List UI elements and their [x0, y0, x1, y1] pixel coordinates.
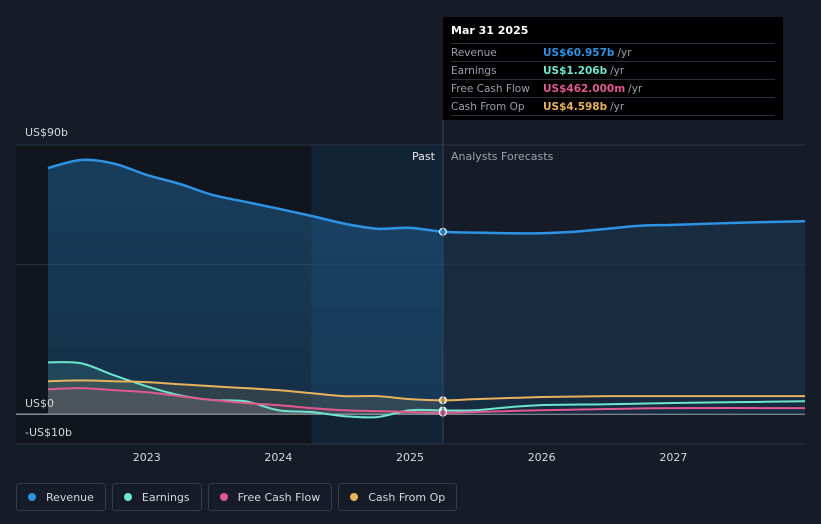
legend-label: Earnings	[141, 490, 190, 504]
area-cash-from-op	[48, 380, 443, 415]
area-revenue	[48, 159, 443, 415]
x-tick-label: 2027	[659, 451, 687, 464]
legend-item-cash-from-op[interactable]: Cash From Op	[338, 483, 458, 511]
tooltip-unit: /yr	[610, 100, 625, 113]
legend-dot-icon	[28, 493, 36, 501]
tooltip-value: US$1.206b	[543, 64, 608, 77]
line-cash-from-op	[47, 379, 805, 402]
tooltip-unit: /yr	[610, 64, 625, 77]
legend-dot-icon	[123, 493, 132, 501]
legend-item-free-cash-flow[interactable]: Free Cash Flow	[207, 483, 333, 511]
tooltip-row-cash-from-op: Cash From Op US$4.598b /yr	[451, 97, 775, 116]
tooltip-unit: /yr	[628, 82, 643, 95]
past-label: Past	[412, 150, 436, 163]
legend-item-revenue[interactable]: Revenue	[16, 483, 106, 511]
tooltip-value: US$4.598b	[543, 100, 608, 113]
line-revenue	[47, 158, 806, 235]
area-free-cash-flow	[48, 388, 443, 415]
area-earnings	[48, 362, 443, 418]
x-tick-label: 2024	[264, 451, 292, 464]
tooltip-row-revenue: Revenue US$60.957b /yr	[451, 43, 775, 61]
tooltip-value: US$60.957b	[543, 46, 615, 59]
x-tick-label: 2025	[396, 451, 424, 464]
legend-label: Free Cash Flow	[237, 490, 321, 504]
tooltip-row-earnings: Earnings US$1.206b /yr	[451, 61, 775, 79]
legend: Revenue Earnings Free Cash Flow Cash Fro…	[16, 483, 458, 511]
legend-item-earnings[interactable]: Earnings	[111, 483, 202, 511]
forecast-label: Analysts Forecasts	[451, 150, 554, 163]
legend-label: Cash From Op	[368, 490, 446, 504]
y-tick-label: US$90b	[25, 126, 68, 139]
y-tick-label: -US$10b	[25, 426, 72, 439]
tooltip-unit: /yr	[617, 46, 632, 59]
x-tick-label: 2023	[133, 451, 161, 464]
line-free-cash-flow	[47, 387, 806, 414]
legend-dot-icon	[219, 493, 228, 501]
area-revenue-forecast	[442, 221, 805, 415]
tooltip-label: Earnings	[451, 64, 497, 77]
tooltip-label: Revenue	[451, 46, 497, 59]
tooltip: Mar 31 2025 Revenue US$60.957b /yr Earni…	[443, 17, 783, 120]
tooltip-row-free-cash-flow: Free Cash Flow US$462.000m /yr	[451, 79, 775, 97]
legend-label: Revenue	[46, 490, 94, 504]
line-earnings	[47, 361, 806, 419]
tooltip-date: Mar 31 2025	[451, 24, 529, 37]
x-tick-label: 2026	[528, 451, 556, 464]
tooltip-label: Cash From Op	[451, 100, 525, 113]
tooltip-value: US$462.000m	[543, 82, 626, 95]
legend-dot-icon	[350, 493, 359, 501]
y-tick-label: US$0	[25, 397, 54, 410]
tooltip-label: Free Cash Flow	[451, 82, 530, 95]
